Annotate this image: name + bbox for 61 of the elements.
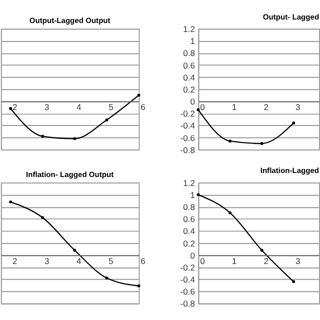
- y-tick-label: 0.8: [183, 48, 196, 58]
- point: [73, 248, 76, 252]
- x-tick-label: 4: [76, 102, 82, 112]
- x-tick-label: 1: [232, 256, 237, 266]
- y-tick-label: 0.8: [183, 202, 196, 212]
- y-tick-label: 1.2: [183, 178, 196, 188]
- x-tick-label: 2: [12, 102, 18, 112]
- x-tick-label: 2: [264, 256, 269, 266]
- y-tick-label: 1: [190, 190, 196, 200]
- point: [41, 134, 44, 138]
- point: [105, 118, 108, 122]
- point: [105, 276, 108, 280]
- x-tick-label: 3: [296, 256, 301, 266]
- point: [292, 280, 296, 284]
- y-tick-label: 0.6: [183, 214, 196, 224]
- point: [196, 108, 200, 112]
- x-tick-label: 2: [264, 102, 269, 112]
- x-tick-label: 1: [232, 102, 237, 112]
- chart-title: Output- Lagged: [262, 12, 320, 22]
- point: [137, 284, 140, 288]
- point: [137, 94, 140, 97]
- y-tick-label: -0.4: [180, 120, 196, 131]
- y-tick-label: -0.2: [180, 108, 196, 119]
- x-tick-label: 6: [140, 102, 146, 112]
- y-tick-label: 0.4: [183, 72, 196, 82]
- y-tick-label: 0.4: [183, 226, 196, 236]
- y-tick-label: 0.6: [183, 60, 196, 70]
- point: [41, 216, 44, 220]
- x-tick-label: 3: [296, 102, 301, 112]
- y-tick-label: 1.2: [183, 24, 196, 34]
- y-tick-label: -0.6: [180, 286, 196, 297]
- x-tick-label: 5: [108, 256, 114, 266]
- point: [260, 248, 264, 252]
- point: [9, 106, 12, 110]
- x-tick-label: 0: [200, 102, 206, 112]
- y-tick-label: -0.8: [180, 144, 196, 155]
- x-tick-label: 4: [76, 256, 82, 266]
- line-series: [196, 193, 296, 284]
- x-tick-label: 3: [44, 102, 50, 112]
- y-tick-label: -0.8: [180, 298, 196, 309]
- point: [228, 211, 232, 214]
- y-tick-label: -0.6: [180, 132, 196, 143]
- y-tick-label: 0.2: [183, 238, 196, 248]
- y-tick-label: -0.4: [180, 274, 196, 285]
- point: [9, 200, 12, 204]
- chart-title: Inflation- Lagged Output: [26, 170, 114, 179]
- x-tick-label: 3: [44, 256, 50, 266]
- y-tick-label: -0.2: [180, 262, 196, 272]
- x-tick-label: 6: [140, 256, 146, 266]
- x-tick-label: 2: [12, 256, 18, 266]
- x-tick-label: 0: [200, 256, 206, 266]
- y-tick-label: 1: [190, 36, 196, 46]
- chart-title: Output-Lagged Output: [29, 16, 111, 26]
- point: [228, 140, 232, 143]
- chart-title: Inflation-Lagged: [260, 166, 320, 176]
- x-tick-label: 5: [108, 102, 114, 112]
- y-tick-label: 0.2: [183, 84, 196, 94]
- point: [292, 121, 296, 124]
- point: [73, 137, 76, 140]
- point: [260, 142, 264, 146]
- point: [196, 193, 200, 196]
